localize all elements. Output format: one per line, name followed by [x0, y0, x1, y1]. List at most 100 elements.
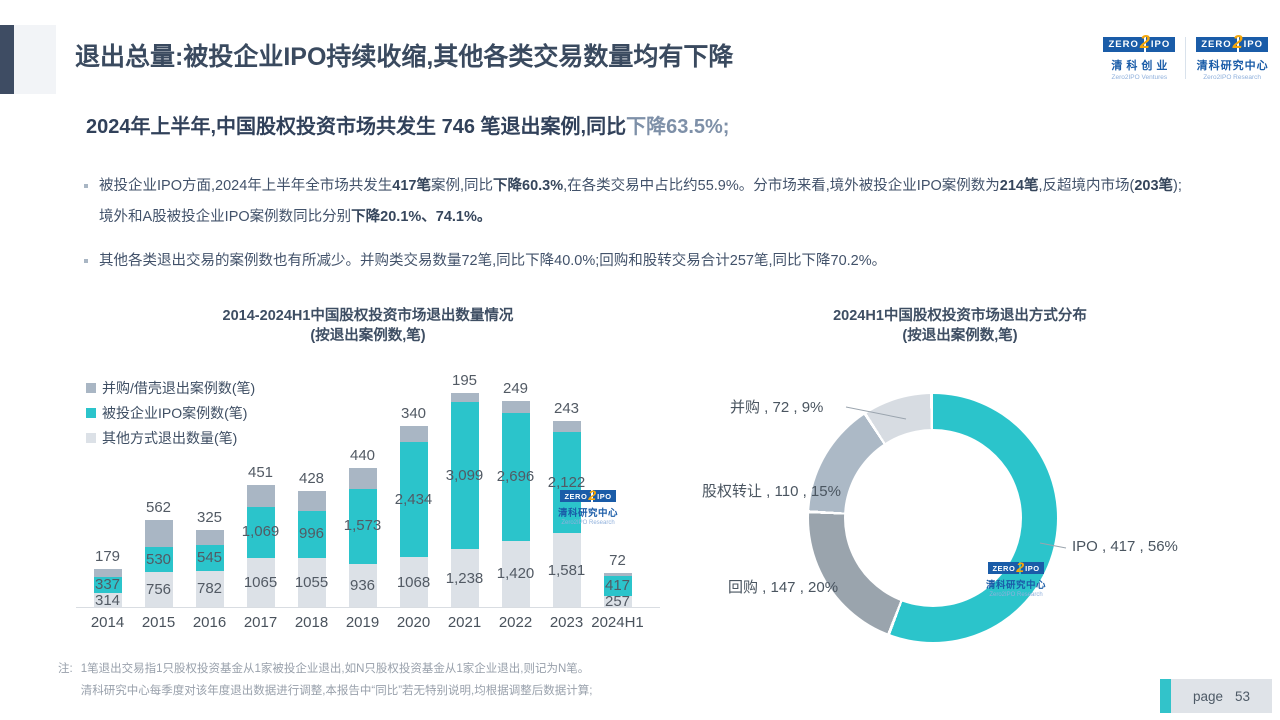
- donut-hole: [844, 429, 1022, 607]
- bar-column-2017: 451 1,069 1065 2017: [235, 368, 286, 631]
- bar-label-ipo: 996: [298, 525, 325, 543]
- slide-subtitle: 2024年上半年,中国股权投资市场共发生 746 笔退出案例,同比下降63.5%…: [86, 110, 729, 139]
- bullet-marker: [84, 184, 88, 188]
- bar-label-mna: 72: [609, 551, 626, 569]
- bar-segment-ipo: [552, 432, 581, 534]
- bar-segment-ipo: [144, 547, 173, 573]
- bar-segment-other: [348, 563, 377, 608]
- legend-label: 并购/借壳退出案例数(笔): [102, 380, 256, 396]
- footnote-prefix: 注:: [58, 663, 73, 675]
- slice-label-mna: 并购 , 72 , 9%: [730, 399, 824, 416]
- bar-segment-ipo: [246, 506, 275, 558]
- bullet-text: 被投企业IPO方面,2024年上半年全市场共发生417笔案例,同比下降60.3%…: [99, 178, 1182, 225]
- legend-swatch: [86, 433, 96, 443]
- bar-column-2018: 428 996 1055 2018: [286, 368, 337, 632]
- bar-label-mna: 243: [553, 399, 580, 417]
- bar-label-ipo: 2,122: [547, 473, 586, 491]
- chart-watermark-logo: ZERO 2 IPO 清科研究中心 Zero2IPO Research: [558, 487, 619, 526]
- bar-label-other: 1,420: [496, 565, 535, 583]
- bar-label-mna: 562: [145, 499, 172, 517]
- bar-label-mna: 325: [196, 508, 223, 526]
- bar-segment-other: [399, 557, 428, 608]
- zero2ipo-logo-mark: ZERO 2 IPO: [1103, 32, 1176, 55]
- bar-label-mna: 249: [502, 380, 529, 398]
- bar-label-mna: 451: [247, 464, 274, 482]
- legend-label: 被投企业IPO案例数(笔): [102, 405, 248, 421]
- bar-column-2023: 243 2,122 1,581 2023: [541, 368, 592, 631]
- bar-segment-ipo: [93, 577, 122, 594]
- zero2ipo-logo-mark: ZERO 2 IPO: [1196, 32, 1268, 55]
- bar-segment-ipo: [399, 442, 428, 558]
- bar-segment-mna: [93, 568, 122, 578]
- bar-label-mna: 440: [349, 447, 376, 465]
- page-accent-bar: [1160, 679, 1171, 713]
- bar-segment-mna: [246, 485, 275, 507]
- bar-segment-other: [195, 570, 224, 608]
- page-number: 53: [1235, 688, 1251, 704]
- bar-label-other: 782: [196, 580, 223, 598]
- bar-label-ipo: 545: [196, 549, 223, 567]
- legend-item-mna: 并购/借壳退出案例数(笔): [86, 378, 255, 398]
- bar-segment-ipo: [603, 576, 632, 596]
- page-indicator: page 53: [1160, 679, 1272, 713]
- bar-segment-other: [297, 558, 326, 608]
- bullet-list: 被投企业IPO方面,2024年上半年全市场共发生417笔案例,同比下降60.3%…: [84, 171, 1186, 290]
- bullet-point: 被投企业IPO方面,2024年上半年全市场共发生417笔案例,同比下降60.3%…: [84, 171, 1186, 233]
- bar-column-2019: 440 1,573 936 2019: [337, 368, 388, 631]
- x-axis-label: 2017: [243, 614, 278, 631]
- donut-chart-title-line1: 2024H1中国股权投资市场退出方式分布: [833, 308, 1087, 324]
- bar-column-2020: 340 2,434 1068 2020: [388, 368, 439, 631]
- slice-label-buyback: 回购 , 147 , 20%: [728, 579, 839, 596]
- bar-segment-mna: [399, 425, 428, 443]
- x-axis-label: 2021: [447, 614, 482, 631]
- logo-cn-name: 清科研究中心: [558, 508, 619, 519]
- logo-en-name: Zero2IPO Research: [1203, 74, 1262, 81]
- logo-two-glyph: 2: [1232, 32, 1243, 52]
- bar-column-2021: 195 3,099 1,238 2021: [439, 368, 490, 631]
- bar-label-mna: 340: [400, 404, 427, 422]
- logo-en-name: Zero2IPO Research: [989, 592, 1043, 598]
- chart-watermark-logo: ZERO 2 IPO 清科研究中心 Zero2IPO Research: [986, 559, 1046, 598]
- x-axis-label: 2019: [345, 614, 380, 631]
- donut-chart-title: 2024H1中国股权投资市场退出方式分布 (按退出案例数,笔): [688, 306, 1232, 346]
- legend-swatch: [86, 408, 96, 418]
- bar-segment-ipo: [195, 545, 224, 571]
- logo-two-glyph: 2: [1139, 32, 1150, 52]
- exit-method-donut-chart: 2024H1中国股权投资市场退出方式分布 (按退出案例数,笔) 并购 , 72 …: [688, 306, 1232, 658]
- logo-two-glyph: 2: [588, 487, 597, 503]
- x-axis-label: 2020: [396, 614, 431, 631]
- bar-segment-ipo: [501, 412, 530, 541]
- bar-label-mna: 195: [451, 372, 478, 390]
- title-accent-block: [14, 25, 56, 94]
- bar-segment-other: [603, 595, 632, 608]
- bar-segment-mna: [144, 520, 173, 548]
- x-axis-label: 2018: [294, 614, 329, 631]
- chart-legend: 并购/借壳退出案例数(笔) 被投企业IPO案例数(笔) 其他方式退出数量(笔): [86, 378, 255, 453]
- bar-column-2015: 562 530 756 2015: [133, 368, 184, 631]
- bar-label-other: 1065: [243, 573, 278, 591]
- bar-column-2022: 249 2,696 1,420 2022: [490, 368, 541, 631]
- x-axis-label: 2016: [192, 614, 227, 631]
- bar-column-2014: 179 337 314 2014: [82, 368, 133, 631]
- bar-label-other: 1068: [396, 573, 431, 591]
- bar-chart-title-line2: (按退出案例数,笔): [310, 328, 426, 344]
- footnote-line: 1笔退出交易指1只股权投资基金从1家被投企业退出,如N只股权投资基金从1家企业退…: [80, 663, 590, 675]
- bar-chart-title-line1: 2014-2024H1中国股权投资市场退出数量情况: [222, 308, 514, 324]
- bar-chart-title: 2014-2024H1中国股权投资市场退出数量情况 (按退出案例数,笔): [70, 306, 666, 346]
- bar-column-2016: 325 545 782 2016: [184, 368, 235, 631]
- bar-segment-mna: [603, 572, 632, 577]
- bar-segment-mna: [348, 468, 377, 490]
- bar-label-other: 756: [145, 581, 172, 599]
- legend-item-other: 其他方式退出数量(笔): [86, 428, 255, 448]
- bar-label-other: 1,581: [547, 561, 586, 579]
- logo-en-name: Zero2IPO Ventures: [1111, 74, 1168, 81]
- bar-segment-ipo: [348, 489, 377, 564]
- bar-label-ipo: 1,573: [343, 517, 382, 535]
- bar-segment-mna: [297, 490, 326, 511]
- x-axis-line: [76, 607, 660, 608]
- bar-segment-mna: [195, 529, 224, 546]
- donut-chart-title-line2: (按退出案例数,笔): [902, 328, 1018, 344]
- legend-swatch: [86, 383, 96, 393]
- donut-ring: [809, 394, 1057, 642]
- x-axis-label: 2022: [498, 614, 533, 631]
